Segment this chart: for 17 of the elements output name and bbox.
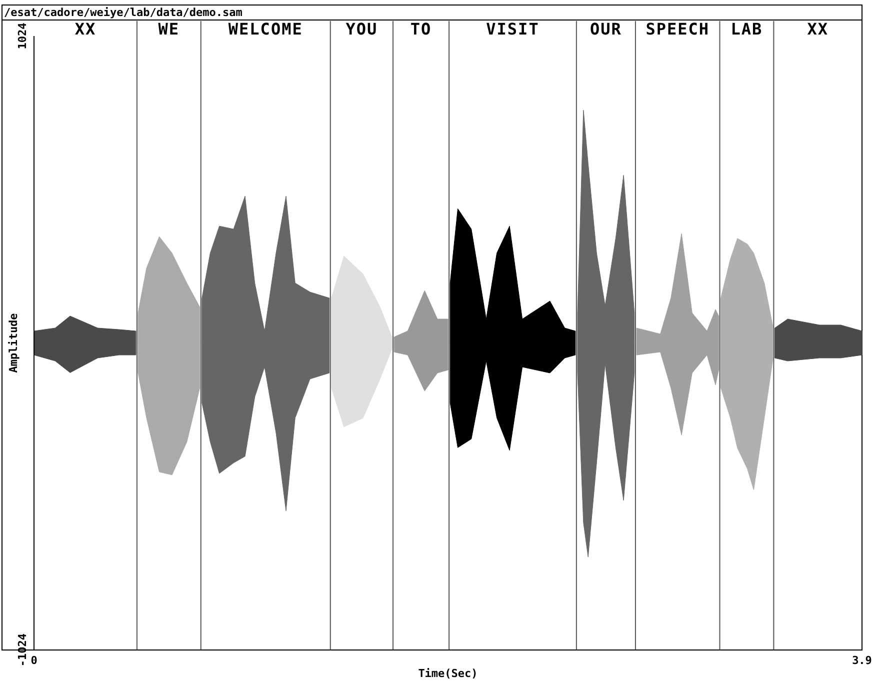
annotation: WELCOME bbox=[228, 19, 303, 38]
y-tick-label: -1024 bbox=[16, 633, 29, 667]
chart-title: /esat/cadore/weiye/lab/data/demo.sam bbox=[4, 6, 243, 19]
x-tick-label: 3.9 bbox=[852, 654, 872, 667]
annotation: OUR bbox=[590, 19, 622, 38]
y-axis-title: Amplitude bbox=[7, 312, 20, 373]
annotation: VISIT bbox=[486, 19, 540, 38]
annotation: XX bbox=[807, 19, 828, 38]
annotation: XX bbox=[74, 19, 96, 38]
annotation: TO bbox=[410, 19, 432, 38]
y-tick-label: 1024 bbox=[16, 22, 29, 50]
annotation: LAB bbox=[730, 19, 763, 38]
x-axis-title: Time(Sec) bbox=[418, 667, 478, 680]
annotation: WE bbox=[158, 19, 180, 38]
annotation: SPEECH bbox=[646, 19, 710, 38]
x-tick-label: 0 bbox=[30, 654, 38, 667]
annotation: YOU bbox=[346, 19, 378, 38]
